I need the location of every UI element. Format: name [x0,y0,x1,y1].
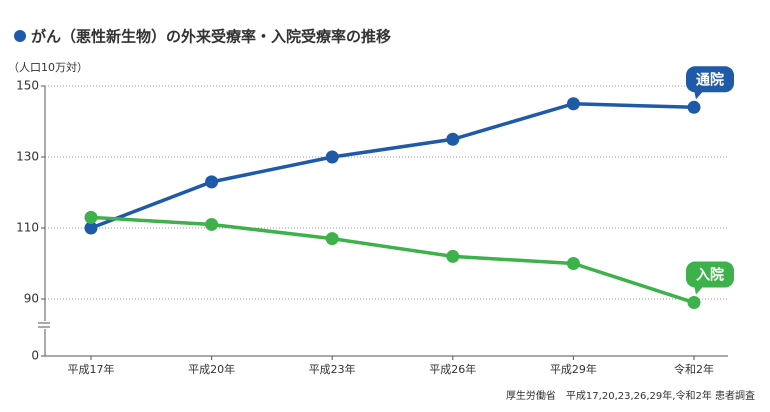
x-tick-label: 平成26年 [429,362,476,376]
x-tick-label: 平成29年 [550,362,597,376]
y-tick-label: 130 [16,150,39,164]
legend-label: 通院 [696,71,724,88]
legend-label: 入院 [696,267,724,284]
data-point [687,296,701,310]
data-point [446,132,460,146]
series-line [90,215,695,305]
x-tick-label: 平成23年 [309,362,356,376]
data-point [84,210,98,224]
badge-pointer [694,90,704,100]
x-tick-label: 平成17年 [68,362,115,376]
series-badge [686,261,734,288]
data-point [325,232,339,246]
title-bullet [14,30,26,42]
y-tick-label: 90 [24,292,39,306]
data-point [446,249,460,263]
badge-pointer [694,285,704,295]
series-line [90,101,695,230]
data-point [205,175,219,189]
data-point [687,100,701,114]
y-tick-label: 110 [16,221,39,235]
y-tick-label: 0 [31,349,39,363]
source-note: 厚生労働省 平成17,20,23,26,29年,令和2年 患者調査 [506,389,755,402]
data-point [325,150,339,164]
y-axis-label: （人口10万対） [8,60,88,74]
y-tick-label: 150 [16,79,39,93]
series-badge [686,66,734,93]
chart-title: がん（悪性新生物）の外来受療率・入院受療率の推移 [31,28,391,46]
x-tick-label: 令和2年 [674,362,714,376]
data-point [84,221,98,235]
data-point [566,97,580,111]
data-point [566,257,580,270]
data-point [205,217,219,231]
x-tick-label: 平成20年 [188,362,235,376]
